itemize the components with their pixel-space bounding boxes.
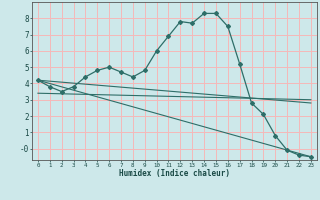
X-axis label: Humidex (Indice chaleur): Humidex (Indice chaleur) <box>119 169 230 178</box>
